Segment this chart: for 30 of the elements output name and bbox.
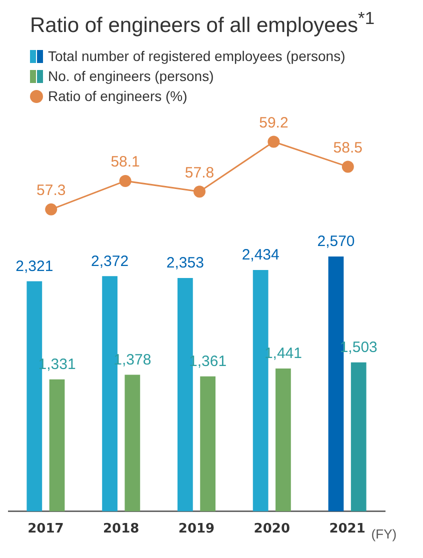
- point: [268, 136, 280, 148]
- data-label: 2,434: [242, 246, 280, 264]
- data-label: 57.3: [36, 182, 66, 200]
- x-tick-label: 2021: [329, 522, 366, 537]
- legend-label: No. of engineers (persons): [48, 67, 214, 86]
- data-label: 59.2: [259, 114, 288, 132]
- chart-title: Ratio of engineers of all employees$^{*1}$: [30, 8, 376, 38]
- data-label: 58.1: [110, 154, 140, 171]
- legend-label: Ratio of engineers (%): [48, 87, 188, 106]
- text: (FY): [371, 526, 397, 542]
- legend-label: Total number of registered employees (persons): [48, 47, 346, 66]
- x-tick-label: 2019: [178, 522, 215, 537]
- data-label: 2,353: [166, 254, 204, 272]
- point: [119, 174, 132, 187]
- data-label: 2,570: [317, 233, 355, 250]
- bar: [200, 376, 216, 512]
- data-label: 2,321: [16, 258, 54, 275]
- bar: [49, 379, 65, 512]
- x-tick-label: 2017: [28, 522, 64, 537]
- bar: [350, 362, 366, 512]
- data-label: 2,372: [91, 252, 129, 270]
- x-tick-label: 2018: [103, 522, 140, 537]
- x-tick-label: 2020: [254, 522, 290, 537]
- data-label: 57.8: [184, 164, 214, 182]
- data-label: 58.5: [333, 139, 362, 156]
- point: [45, 203, 58, 216]
- bar: [124, 374, 140, 512]
- bar: [276, 368, 291, 512]
- point: [342, 160, 354, 173]
- point: [194, 186, 206, 198]
